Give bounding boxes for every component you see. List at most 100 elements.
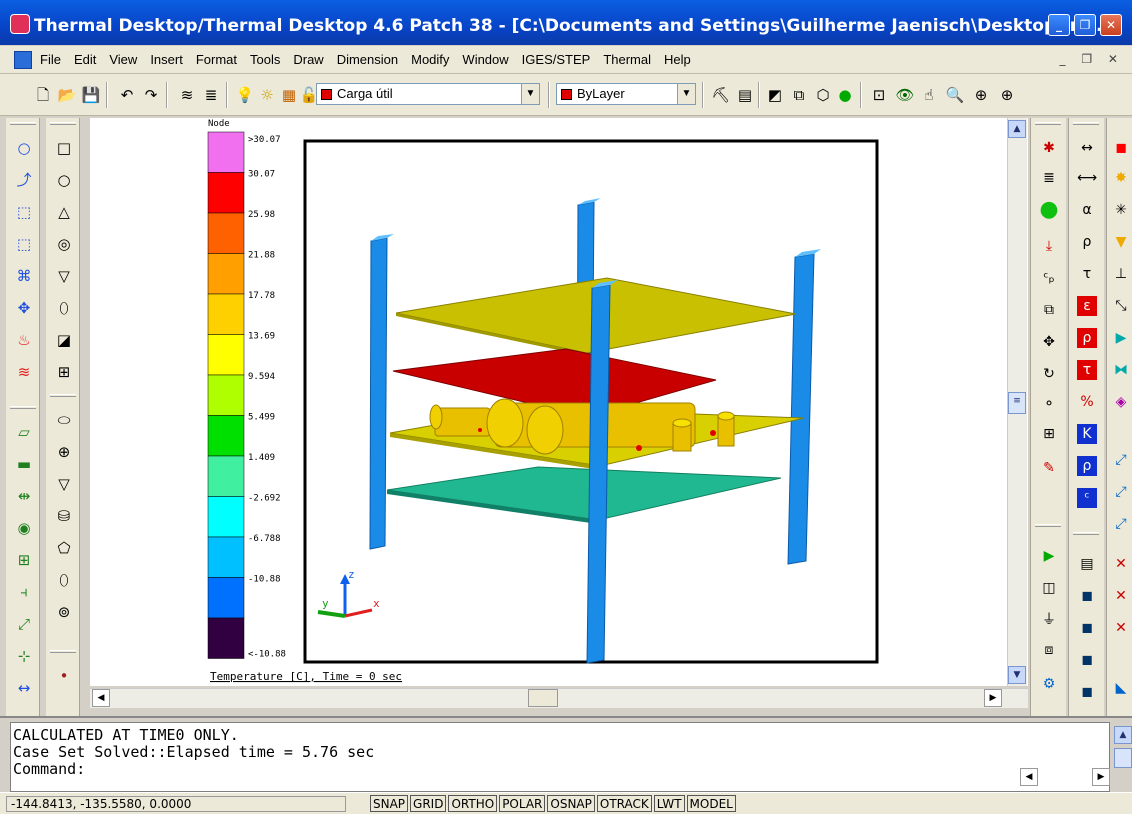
- menu-iges-step[interactable]: IGES/STEP: [521, 52, 591, 67]
- properties-icon[interactable]: ▤: [737, 86, 753, 104]
- k-icon[interactable]: K: [1077, 424, 1097, 444]
- cross-link2-icon[interactable]: ✕: [1115, 588, 1127, 604]
- solid-torus-icon[interactable]: ⬯: [59, 571, 69, 589]
- copy-icon[interactable]: ⧉: [1044, 302, 1054, 318]
- tracker-icon[interactable]: ⊹: [17, 647, 31, 665]
- toolbar-grip[interactable]: [1073, 122, 1099, 125]
- heater-icon[interactable]: ♨: [17, 331, 31, 349]
- cmd-scroll-left-icon[interactable]: ◀: [1020, 768, 1038, 786]
- menu-help[interactable]: Help: [664, 52, 691, 67]
- percent-icon[interactable]: %: [1080, 394, 1094, 410]
- solid-cone-icon[interactable]: ▽: [58, 475, 70, 493]
- toolbar-grip[interactable]: [50, 394, 76, 397]
- viewport-freeze-icon[interactable]: ▦: [281, 86, 297, 104]
- conductor-link-icon[interactable]: ↔: [1081, 140, 1093, 156]
- disk-icon[interactable]: ⬭: [57, 411, 71, 429]
- minimize-button[interactable]: _: [1048, 14, 1070, 36]
- postprocess-icon[interactable]: ⚙: [1042, 676, 1056, 692]
- scroll-up-icon[interactable]: ▲: [1008, 120, 1026, 138]
- toolbar-grip[interactable]: [10, 406, 36, 409]
- menu-view[interactable]: View: [109, 52, 138, 67]
- named-views-icon[interactable]: ⊡: [872, 86, 886, 104]
- document-window-controls[interactable]: _ ❐ ✕: [1059, 52, 1124, 66]
- scale-icon[interactable]: ⚬: [1043, 396, 1055, 412]
- link-icon[interactable]: ⤢: [1115, 452, 1127, 468]
- document-icon[interactable]: [14, 51, 32, 69]
- blue-rho-icon[interactable]: ρ: [1077, 456, 1097, 476]
- toolbar-grip[interactable]: [1035, 524, 1061, 527]
- window-icon[interactable]: ⧈: [1044, 642, 1054, 658]
- eye-icon[interactable]: 👁: [895, 86, 915, 104]
- app-icon[interactable]: [10, 14, 30, 34]
- heat-load-icon[interactable]: ≋: [17, 363, 31, 381]
- lock-icon[interactable]: 🔓: [299, 86, 319, 104]
- node-icon[interactable]: ◉: [17, 519, 31, 537]
- rotate-icon[interactable]: ↻: [1043, 366, 1055, 382]
- solid-cylinder-icon[interactable]: ⛁: [57, 507, 71, 525]
- cylinder-icon[interactable]: ⬯: [59, 299, 69, 317]
- cp-icon[interactable]: ᶜₚ: [1043, 270, 1055, 286]
- cross-link3-icon[interactable]: ✕: [1115, 620, 1127, 636]
- measure-icon[interactable]: ⤢: [17, 615, 30, 633]
- polar-toggle[interactable]: POLAR: [499, 795, 546, 812]
- menu-insert[interactable]: Insert: [150, 52, 183, 67]
- tau-icon[interactable]: τ: [1082, 266, 1092, 282]
- link3-icon[interactable]: ⤢: [1115, 516, 1127, 532]
- layer-manager-icon[interactable]: ≋: [180, 86, 194, 104]
- surface-icon[interactable]: ⏥: [18, 423, 30, 441]
- dimension-icon[interactable]: ↔: [17, 679, 31, 697]
- chart-icon[interactable]: ◫: [1042, 580, 1056, 596]
- menu-format[interactable]: Format: [195, 52, 237, 67]
- toolbar-grip[interactable]: [1073, 532, 1099, 535]
- open-folder-icon[interactable]: 📂: [57, 86, 77, 104]
- grid-snap-icon[interactable]: ⊞: [1043, 426, 1055, 442]
- scroll-thumb[interactable]: ≡: [1008, 392, 1026, 414]
- close-button[interactable]: ✕: [1100, 14, 1122, 36]
- menu-modify[interactable]: Modify: [411, 52, 450, 67]
- menu-file[interactable]: File: [40, 52, 61, 67]
- view-icon[interactable]: ◩: [767, 86, 783, 104]
- scroll-right-icon[interactable]: ▶: [984, 689, 1002, 707]
- graph-map-icon[interactable]: ◼: [1081, 684, 1093, 700]
- snap-toggle[interactable]: SNAP: [370, 795, 409, 812]
- bidirectional-icon[interactable]: ⟷: [1077, 170, 1098, 186]
- solid-ring-icon[interactable]: ⊚: [57, 603, 71, 621]
- chevron-down-icon[interactable]: ▼: [521, 84, 539, 104]
- toolbar-grip[interactable]: [50, 650, 76, 653]
- solid-sphere-icon[interactable]: ⊕: [57, 443, 71, 461]
- move-arrows-icon[interactable]: ✥: [1043, 334, 1055, 350]
- solid-brick-icon[interactable]: ⬠: [57, 539, 71, 557]
- cross-link-icon[interactable]: ✕: [1115, 556, 1127, 572]
- redo-icon[interactable]: ↷: [144, 86, 158, 104]
- maximize-button[interactable]: ❐: [1074, 14, 1096, 36]
- sun-freeze-icon[interactable]: ☼: [260, 86, 274, 104]
- match-properties-icon[interactable]: ⛏: [711, 86, 731, 104]
- array-icon[interactable]: ⌘: [16, 267, 32, 285]
- filter-icon[interactable]: ⏚: [1042, 612, 1056, 628]
- menu-draw[interactable]: Draw: [293, 52, 324, 67]
- ortho-toggle[interactable]: ORTHO: [448, 795, 498, 812]
- node-group-icon[interactable]: ⊞: [17, 551, 31, 569]
- green-sphere-icon[interactable]: ●: [1039, 197, 1059, 222]
- menu-tools[interactable]: Tools: [250, 52, 281, 67]
- sphere-icon[interactable]: ○: [57, 171, 71, 189]
- sun-icon[interactable]: ✸: [1115, 170, 1127, 186]
- menu-dimension[interactable]: Dimension: [336, 52, 399, 67]
- 3d-orbit-icon[interactable]: ⬡: [816, 86, 830, 104]
- corner-icon[interactable]: ◣: [1115, 680, 1127, 696]
- toolbar-grip[interactable]: [50, 122, 76, 125]
- arrow-icon[interactable]: ▶: [1043, 548, 1055, 564]
- pencil-icon[interactable]: ✎: [1043, 460, 1055, 476]
- scroll-left-icon[interactable]: ◀: [92, 689, 110, 707]
- report-icon[interactable]: ▤: [1080, 556, 1094, 572]
- blue-cp-icon[interactable]: ᶜ: [1077, 488, 1097, 508]
- vertical-scrollbar[interactable]: ▲ ≡ ▼: [1007, 118, 1027, 686]
- menu-edit[interactable]: Edit: [73, 52, 97, 67]
- toolbar-grip[interactable]: [10, 122, 36, 125]
- circle-icon[interactable]: ○: [17, 139, 31, 157]
- command-history[interactable]: CALCULATED AT TIME0 ONLY. Case Set Solve…: [10, 722, 1110, 792]
- conductor-icon[interactable]: ▬: [16, 455, 32, 473]
- link2-icon[interactable]: ⤢: [1115, 484, 1127, 500]
- cmd-scroll-thumb[interactable]: [1114, 748, 1132, 768]
- color-combo[interactable]: ByLayer ▼: [556, 83, 696, 105]
